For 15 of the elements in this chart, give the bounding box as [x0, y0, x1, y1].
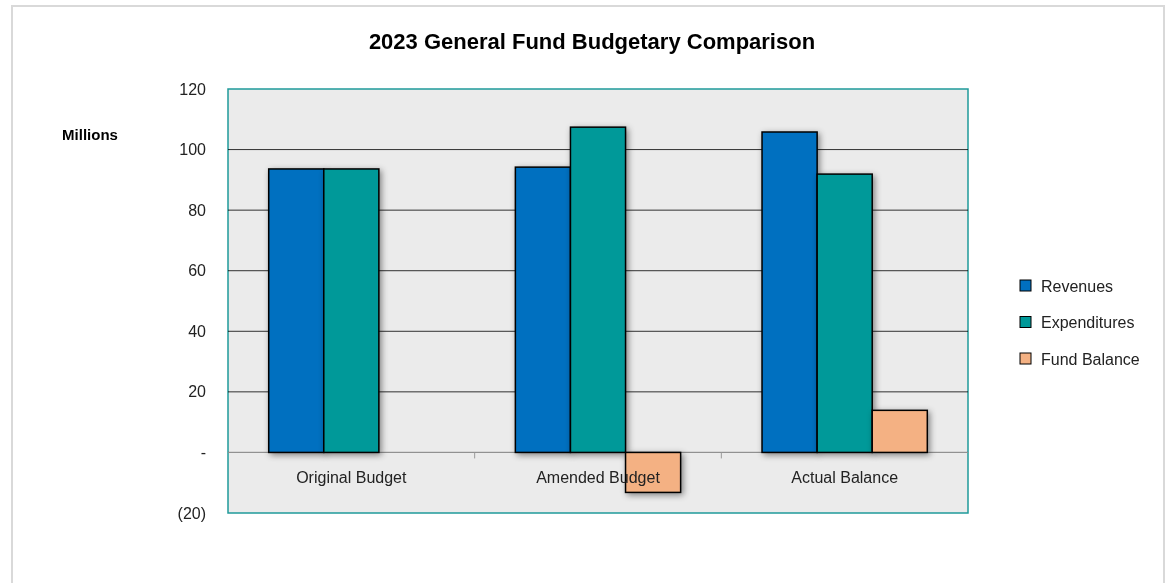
chart-title: 2023 General Fund Budgetary Comparison [368, 29, 816, 54]
x-tick-label: Actual Balance [791, 469, 899, 487]
x-tick-label: Original Budget [296, 469, 408, 487]
y-tick-label: (20) [177, 504, 206, 522]
y-tick-label: 80 [188, 201, 207, 219]
legend-label: Revenues [1041, 277, 1114, 295]
y-axis-title: Millions [62, 126, 118, 143]
y-tick-label: 120 [179, 80, 207, 98]
y-tick-label: - [200, 444, 206, 462]
legend-label: Fund Balance [1041, 350, 1140, 368]
legend-label: Expenditures [1041, 314, 1135, 332]
y-tick-label: 60 [188, 262, 207, 280]
y-tick-label: 20 [188, 383, 207, 401]
y-tick-label: 40 [188, 322, 207, 340]
y-tick-label: 100 [179, 141, 207, 159]
